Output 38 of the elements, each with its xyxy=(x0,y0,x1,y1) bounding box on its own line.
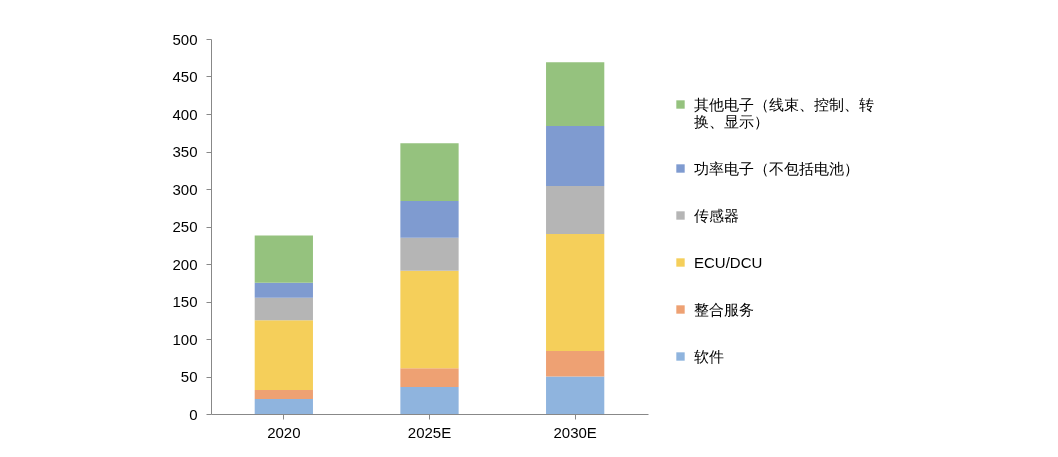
y-tick-label: 300 xyxy=(172,180,198,198)
y-tick-label: 350 xyxy=(172,143,198,160)
bar xyxy=(254,297,313,321)
bar xyxy=(546,234,605,351)
bar xyxy=(400,201,459,238)
legend-label: 功率电子（不包括电池） xyxy=(694,159,859,177)
bar xyxy=(400,368,459,387)
legend-label: 整合服务 xyxy=(694,300,754,318)
bar xyxy=(400,387,459,414)
legend-label: 传感器 xyxy=(694,206,739,224)
legend-label: 软件 xyxy=(694,347,724,365)
y-tick-label: 200 xyxy=(172,255,198,273)
x-tick-label: 2025E xyxy=(407,423,452,441)
y-tick-label: 150 xyxy=(172,293,198,310)
y-tick-label: 500 xyxy=(172,30,198,48)
bar xyxy=(546,126,605,186)
bar xyxy=(546,186,605,234)
bar xyxy=(254,320,313,390)
y-tick-label: 400 xyxy=(172,105,198,123)
y-tick-label: 0 xyxy=(189,405,198,423)
x-tick-label: 2020 xyxy=(267,423,301,441)
bar xyxy=(400,270,459,369)
y-tick-label: 450 xyxy=(172,68,198,85)
bar xyxy=(400,237,459,271)
legend-label: 其他电子（线束、控制、转换、显示） xyxy=(694,95,874,130)
bar xyxy=(254,390,313,399)
bar xyxy=(546,62,605,126)
y-tick-label: 50 xyxy=(180,368,198,385)
bar xyxy=(254,282,313,298)
y-tick-label: 100 xyxy=(172,330,198,348)
y-tick-label: 250 xyxy=(172,218,198,235)
bar xyxy=(546,351,605,377)
x-tick-label: 2030E xyxy=(553,423,597,441)
legend-label: ECU/DCU xyxy=(694,253,763,271)
bar xyxy=(254,235,313,283)
bar xyxy=(254,399,313,414)
bar xyxy=(400,143,459,201)
bar xyxy=(546,376,605,414)
